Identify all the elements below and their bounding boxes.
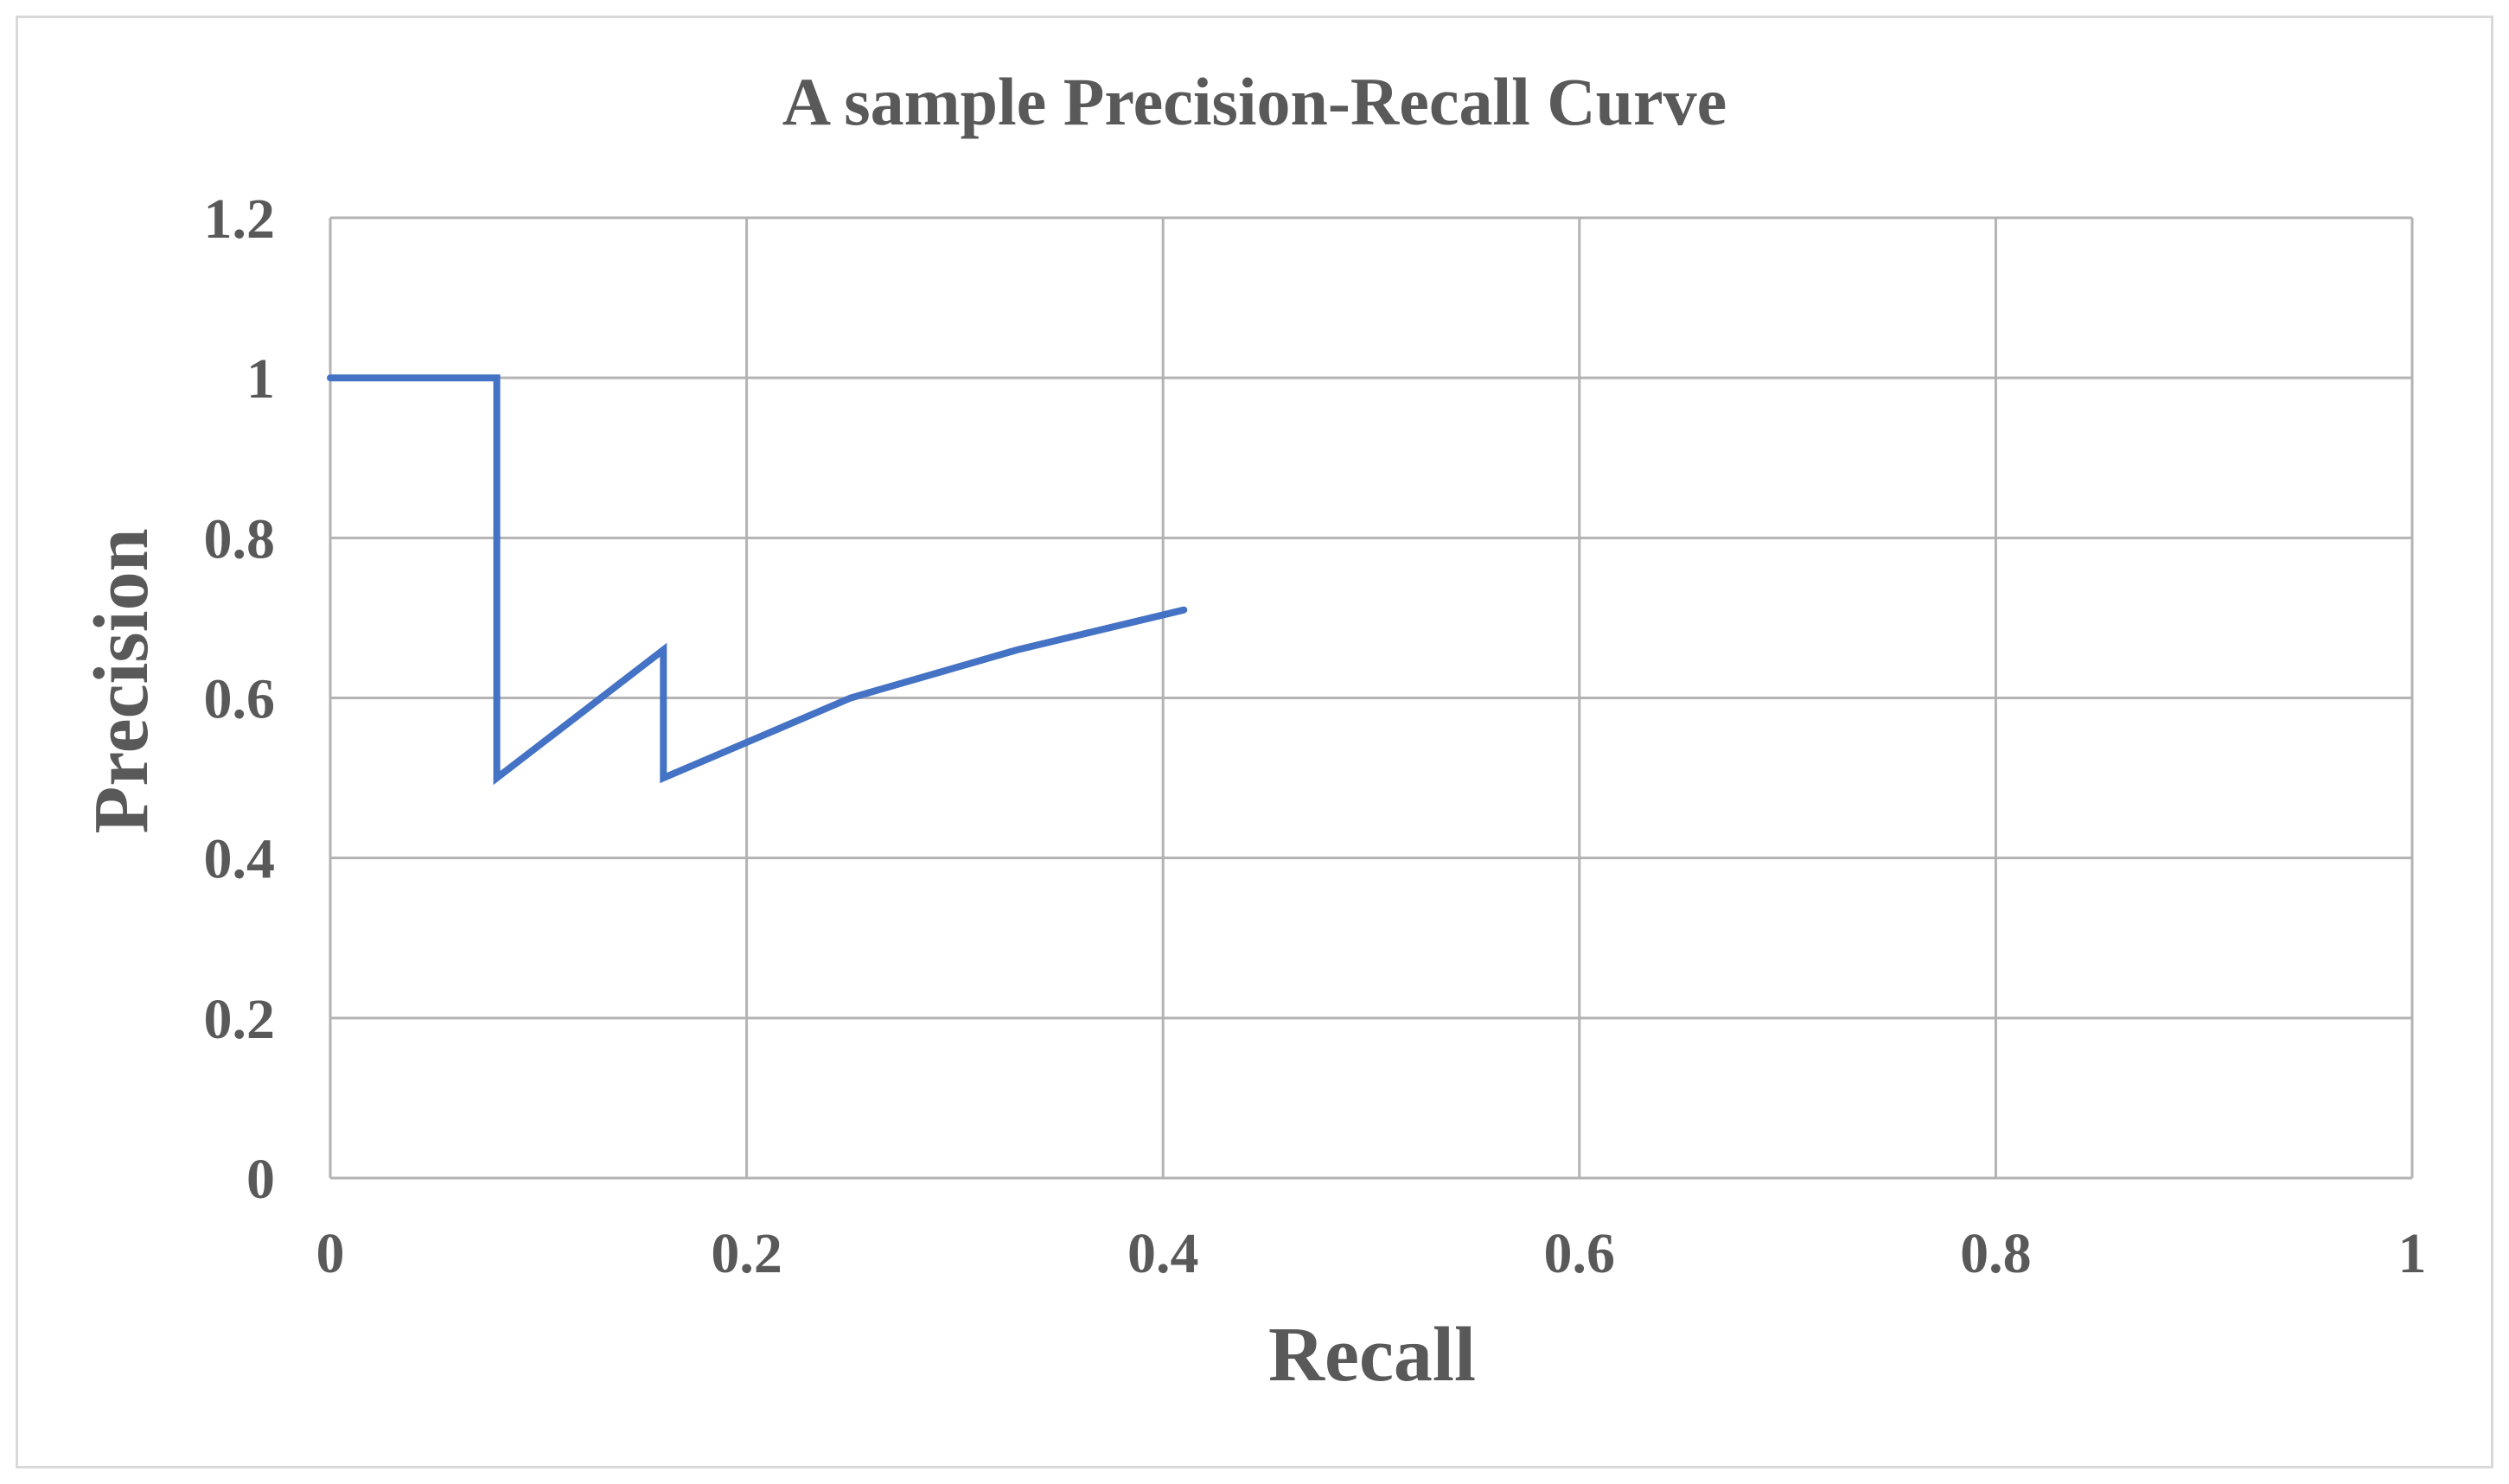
x-tick-label: 1 <box>2398 1222 2427 1285</box>
y-tick-label: 0.2 <box>204 988 276 1051</box>
y-tick-label: 1.2 <box>204 188 276 251</box>
x-tick-label: 0.4 <box>1127 1222 1199 1285</box>
x-tick-label: 0.8 <box>1960 1222 2032 1285</box>
chart-title: A sample Precision-Recall Curve <box>782 64 1727 139</box>
y-tick-label: 0.6 <box>204 668 276 731</box>
x-tick-label: 0.6 <box>1544 1222 1616 1285</box>
horizontal-gridlines <box>330 216 2412 1020</box>
y-tick-labels: 0 0.2 0.4 0.6 0.8 1 1.2 <box>204 188 276 1211</box>
y-tick-label: 1 <box>246 347 275 411</box>
x-axis-label: Recall <box>1268 1312 1476 1398</box>
series-line-0 <box>327 374 1188 786</box>
y-tick-label: 0.4 <box>204 828 276 891</box>
x-tick-label: 0.2 <box>711 1222 782 1285</box>
y-tick-label: 0 <box>246 1148 275 1211</box>
y-tick-label: 0.8 <box>204 507 276 570</box>
y-axis-label: Precision <box>79 528 164 833</box>
x-tick-label: 0 <box>316 1222 345 1285</box>
series-layer <box>327 374 1188 786</box>
x-tick-labels: 0 0.2 0.4 0.6 0.8 1 <box>316 1222 2427 1285</box>
vertical-gridlines <box>745 218 2414 1178</box>
chart-frame <box>16 16 2493 1468</box>
